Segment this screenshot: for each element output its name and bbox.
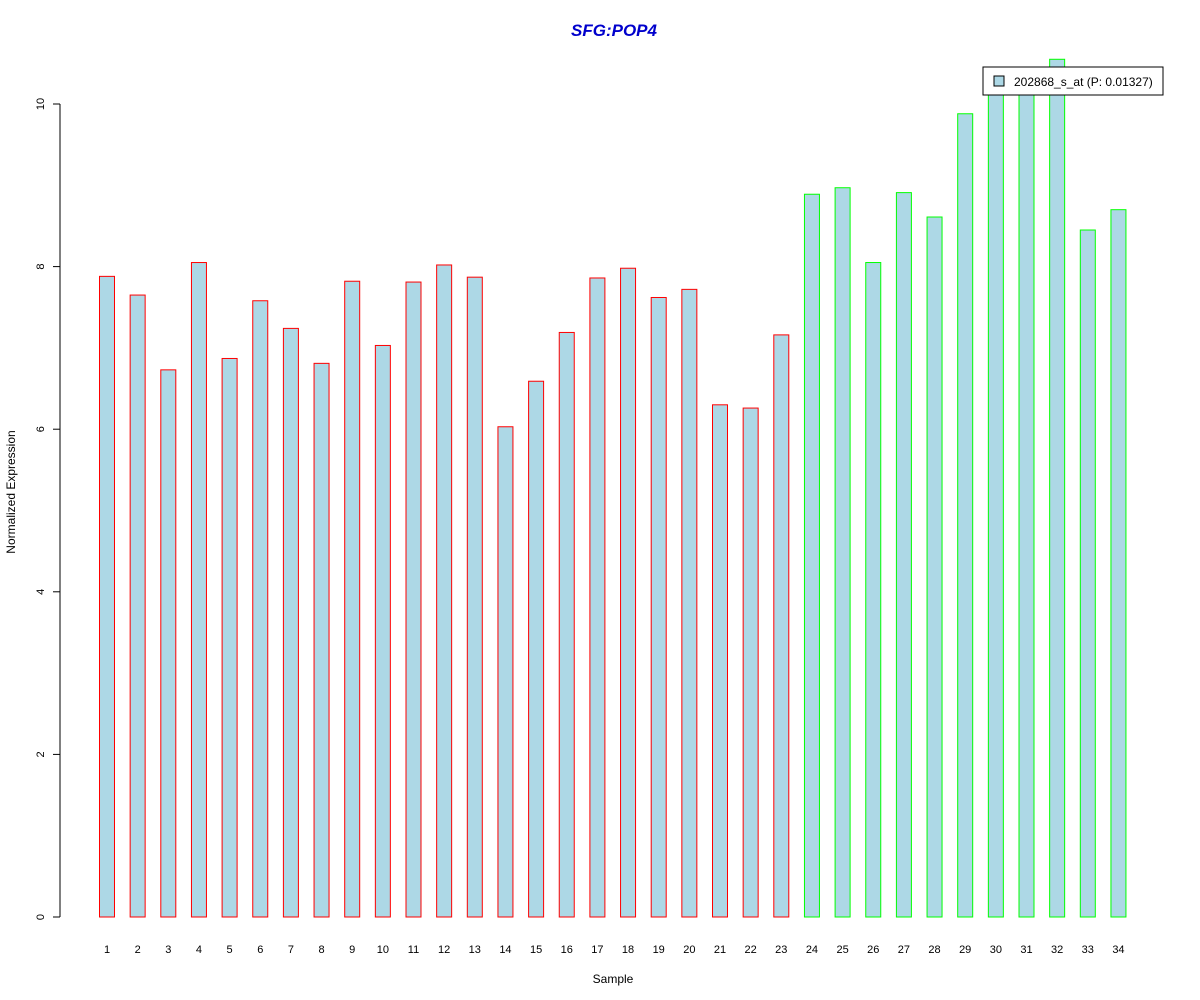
x-tick-label: 34 xyxy=(1112,944,1124,956)
x-tick-label: 24 xyxy=(806,944,818,956)
x-tick-label: 2 xyxy=(135,944,141,956)
x-tick-label: 20 xyxy=(683,944,695,956)
x-tick-label: 23 xyxy=(775,944,787,956)
bar-sample-26 xyxy=(865,262,882,918)
bar-sample-25 xyxy=(834,187,851,918)
y-tick-label: 0 xyxy=(35,914,47,920)
bar-sample-29 xyxy=(957,113,974,918)
x-tick-label: 15 xyxy=(530,944,542,956)
bar-sample-6 xyxy=(252,300,269,918)
bar-sample-9 xyxy=(344,280,361,918)
bar-sample-7 xyxy=(282,327,299,918)
x-tick-label: 13 xyxy=(469,944,481,956)
x-tick-label: 25 xyxy=(836,944,848,956)
bar-sample-22 xyxy=(742,407,759,918)
bar-sample-12 xyxy=(436,264,453,918)
bar-sample-24 xyxy=(803,193,820,918)
x-tick-label: 18 xyxy=(622,944,634,956)
bar-sample-31 xyxy=(1018,74,1035,918)
x-tick-label: 1 xyxy=(104,944,110,956)
bar-sample-8 xyxy=(313,362,330,918)
y-tick-label: 6 xyxy=(35,426,47,432)
bar-sample-18 xyxy=(620,267,637,918)
x-tick-label: 30 xyxy=(990,944,1002,956)
bar-sample-11 xyxy=(405,281,422,918)
bar-sample-33 xyxy=(1079,229,1096,918)
x-tick-label: 29 xyxy=(959,944,971,956)
x-tick-label: 21 xyxy=(714,944,726,956)
bar-sample-4 xyxy=(190,262,207,918)
x-tick-label: 19 xyxy=(653,944,665,956)
x-tick-label: 22 xyxy=(745,944,757,956)
x-tick-label: 11 xyxy=(408,944,419,956)
x-tick-label: 8 xyxy=(318,944,324,956)
x-tick-label: 14 xyxy=(499,944,511,956)
bar-sample-19 xyxy=(650,296,667,918)
x-axis-tick-labels: 1 2 3 4 5 6 7 8 9 10 11 12 13 14 15 16 17 18 19 20 21 22 23 24 2… xyxy=(104,944,1125,956)
x-tick-label: 6 xyxy=(257,944,263,956)
legend[interactable]: 202868_s_at (P: 0.01327) xyxy=(982,66,1164,96)
x-tick-label: 12 xyxy=(438,944,450,956)
legend-swatch xyxy=(993,75,1005,87)
y-tick-label: 8 xyxy=(35,264,47,270)
legend-box xyxy=(982,66,1164,96)
bar-sample-17 xyxy=(589,277,606,918)
y-tick-label: 4 xyxy=(35,589,47,595)
y-axis-label: Normalized Expression xyxy=(4,430,18,553)
x-tick-label: 16 xyxy=(561,944,573,956)
y-axis: 0 2 4 6 8 10 xyxy=(35,98,61,920)
x-tick-label: 26 xyxy=(867,944,879,956)
x-tick-label: 32 xyxy=(1051,944,1063,956)
x-tick-label: 3 xyxy=(165,944,171,956)
x-tick-label: 28 xyxy=(928,944,940,956)
y-tick-label: 10 xyxy=(35,98,47,110)
bar-sample-5 xyxy=(221,357,238,918)
x-axis-label: Sample xyxy=(593,972,634,986)
y-tick-label: 2 xyxy=(35,751,47,757)
x-tick-label: 7 xyxy=(288,944,294,956)
x-tick-label: 4 xyxy=(196,944,202,956)
bar-sample-27 xyxy=(895,192,912,918)
legend-entry-label: 202868_s_at (P: 0.01327) xyxy=(1014,75,1153,89)
x-tick-label: 31 xyxy=(1020,944,1032,956)
x-tick-label: 5 xyxy=(227,944,233,956)
x-tick-label: 27 xyxy=(898,944,910,956)
bar-sample-10 xyxy=(374,344,391,918)
bar-sample-28 xyxy=(926,216,943,918)
bar-sample-21 xyxy=(712,404,728,918)
x-tick-label: 9 xyxy=(349,944,355,956)
bar-sample-32 xyxy=(1049,58,1066,918)
chart-title: SFG:POP4 xyxy=(571,21,658,40)
bar-sample-2 xyxy=(129,294,146,918)
bar-sample-14 xyxy=(497,426,514,918)
x-tick-label: 33 xyxy=(1082,944,1094,956)
x-tick-label: 10 xyxy=(377,944,389,956)
bar-sample-34 xyxy=(1110,209,1127,918)
x-tick-label: 17 xyxy=(591,944,603,956)
bar-sample-1 xyxy=(99,275,115,918)
bar-sample-23 xyxy=(773,334,790,918)
bar-sample-3 xyxy=(160,369,177,918)
bar-series xyxy=(99,58,1127,918)
bar-sample-13 xyxy=(466,276,483,918)
bar-sample-16 xyxy=(558,331,575,918)
bar-sample-30 xyxy=(987,80,1004,918)
bar-sample-15 xyxy=(528,380,545,918)
bar-sample-20 xyxy=(681,288,698,918)
